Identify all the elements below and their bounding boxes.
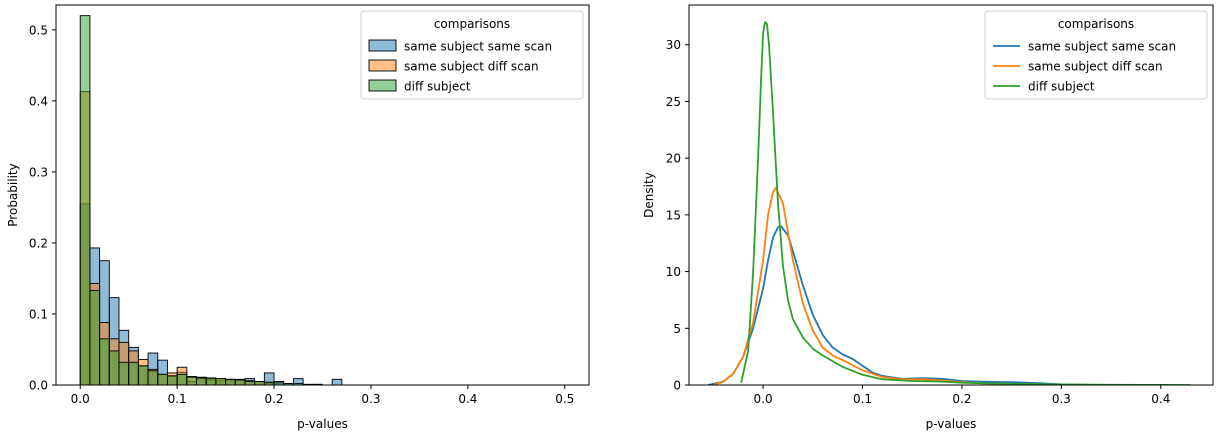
x-tick-label: 0.5 [555,392,574,406]
legend-entry-label: same subject same scan [404,40,552,54]
x-axis-label: p-values [926,417,977,431]
plot-area [79,15,343,385]
series-2 [79,15,314,385]
histogram-bar [128,361,139,385]
x-tick-label: 0.3 [361,392,380,406]
y-tick-label: 20 [666,152,681,166]
y-tick-label: 0.1 [29,307,48,321]
histogram-bar [108,350,120,385]
x-tick-label: 0.4 [458,392,477,406]
y-tick-label: 25 [666,95,681,109]
legend-entry-label: diff subject [1028,80,1095,94]
histogram-bar [292,378,304,385]
histogram-bar [331,378,343,385]
kde-line-1 [713,186,1082,385]
y-tick-label: 0.0 [29,379,48,393]
x-tick-label: 0.0 [754,392,773,406]
y-axis-label: Density [642,172,656,218]
y-tick-label: 0.3 [29,165,48,179]
legend: comparisons same subject same scan same su… [360,10,584,100]
kde-panel: 0.0 0.1 0.2 0.3 0.4 0 5 10 15 20 25 30 p-values Densi… [642,4,1214,431]
legend-title: comparisons [1058,17,1134,31]
legend-box [984,10,1208,100]
x-tick-label: 0.2 [264,392,283,406]
legend-title: comparisons [434,17,510,31]
x-tick-label: 0.1 [168,392,187,406]
histogram-panel: 0.0 0.1 0.2 0.3 0.4 0.5 0.0 0.1 0.2 0.3 0.4 0.5 p-va… [6,4,590,431]
histogram-bar [234,379,246,385]
histogram-bar [89,290,101,385]
legend-box [360,10,584,100]
histogram-bar [205,377,217,385]
y-tick-label: 10 [666,265,681,279]
y-tick-label: 0 [673,379,681,393]
axes-frame [688,4,1214,386]
legend-swatch [368,79,397,92]
legend-entry-label: same subject diff scan [404,60,539,74]
plot-area [708,21,1191,385]
x-tick-label: 0.4 [1151,392,1170,406]
legend-entry-label: same subject diff scan [1028,60,1163,74]
histogram-bar [254,380,265,385]
y-tick-label: 5 [673,322,681,336]
axes-frame [55,4,590,386]
histogram-bar [99,338,110,385]
legend-swatch [368,59,397,72]
y-tick-label: 0.2 [29,236,48,250]
legend-entry-label: diff subject [404,80,471,94]
legend-swatch [368,39,397,52]
y-tick-label: 0.4 [29,94,48,108]
histogram-bar [244,380,256,385]
histogram-bar [79,15,91,385]
y-tick-label: 15 [666,208,681,222]
y-tick-label: 30 [666,38,681,52]
histogram-bar [225,378,236,385]
histogram-bar [186,376,197,385]
histogram-bar [147,370,159,385]
kde-line-2 [740,21,1191,385]
x-tick-label: 0.3 [1052,392,1071,406]
x-axis-label: p-values [297,417,348,431]
histogram-bar [215,378,227,385]
x-tick-label: 0.2 [952,392,971,406]
x-tick-label: 0.0 [71,392,90,406]
legend-entry-label: same subject same scan [1028,40,1176,54]
y-axis-label: Probability [6,163,20,226]
histogram-bar [166,375,178,385]
y-tick-label: 0.5 [29,23,48,37]
histogram-bar [118,361,130,385]
histogram-bar [176,373,188,385]
legend: comparisons same subject same scan same su… [984,10,1208,100]
histogram-bar [196,377,207,385]
x-tick-label: 0.1 [853,392,872,406]
kde-line-0 [708,225,1102,385]
histogram-bar [137,365,149,385]
histogram-bar [157,373,168,385]
